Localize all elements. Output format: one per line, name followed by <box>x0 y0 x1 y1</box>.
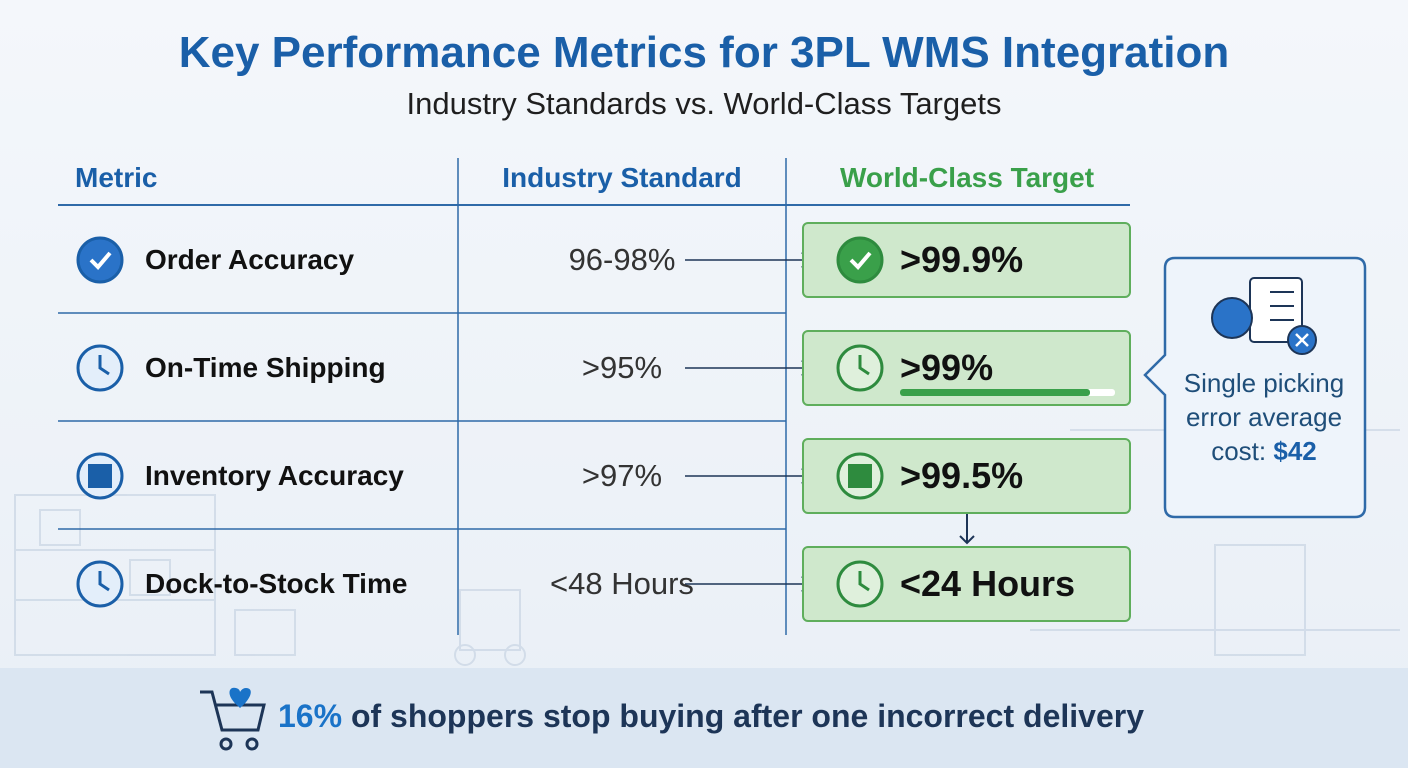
world-class-target: >99.5% <box>900 455 1024 496</box>
icon <box>76 236 124 284</box>
icon <box>858 571 870 592</box>
warehouse-bg <box>14 429 1400 666</box>
callout-text: Single picking error average cost: $42 <box>1183 368 1345 466</box>
metric-label: Dock-to-Stock Time <box>145 568 408 599</box>
progress-fill <box>900 389 1090 396</box>
icon <box>858 355 870 376</box>
callout-box <box>1143 256 1367 519</box>
cart-icon <box>200 687 266 751</box>
metric-label: On-Time Shipping <box>145 352 386 383</box>
title: Key Performance Metrics for 3PL WMS Inte… <box>178 28 1230 77</box>
column-header: World-Class Target <box>839 162 1095 193</box>
icon <box>88 464 112 488</box>
column-header: Metric <box>75 162 158 193</box>
world-class-target: >99% <box>900 347 994 388</box>
industry-standard: 96-98% <box>568 242 676 277</box>
icon <box>849 251 872 270</box>
icon <box>89 251 112 270</box>
icon <box>98 355 110 376</box>
target-box <box>802 330 1131 406</box>
industry-standard: >97% <box>581 458 663 493</box>
icon <box>848 464 872 488</box>
column-header: Industry Standard <box>502 162 742 193</box>
metric-label: Order Accuracy <box>145 244 355 275</box>
industry-standard: >95% <box>581 350 663 385</box>
target-box <box>802 438 1131 514</box>
icon <box>836 236 884 284</box>
industry-standard: <48 Hours <box>550 566 694 601</box>
subtitle: Industry Standards vs. World-Class Targe… <box>406 86 1002 121</box>
world-class-target: >99.9% <box>900 239 1024 280</box>
world-class-target: <24 Hours <box>900 563 1076 604</box>
footer-text: 16% of shoppers stop buying after one in… <box>278 698 1144 734</box>
target-box <box>802 222 1131 298</box>
target-box <box>802 546 1131 622</box>
metric-label: Inventory Accuracy <box>145 460 404 491</box>
icon <box>98 571 110 592</box>
